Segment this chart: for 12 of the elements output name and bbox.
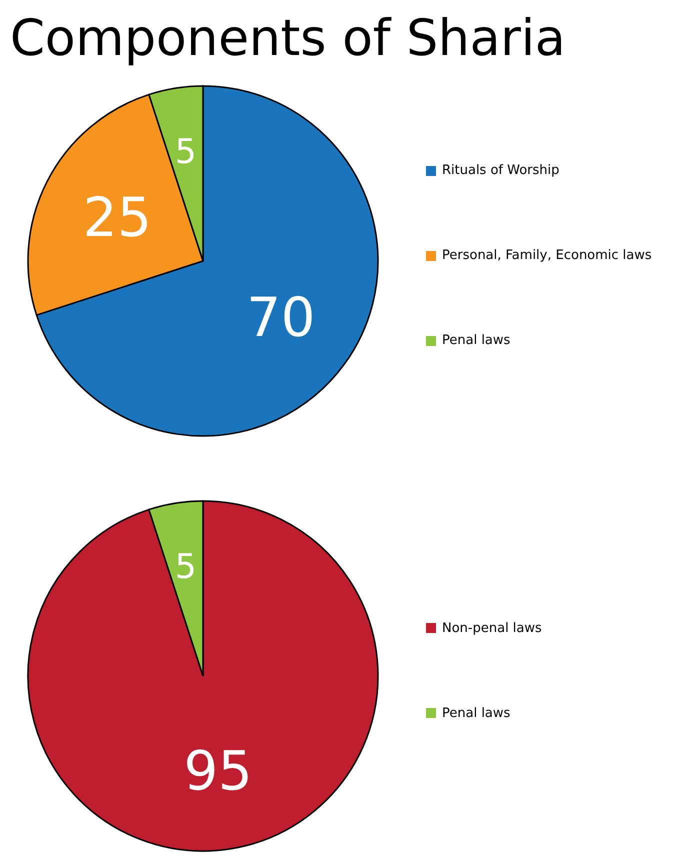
legend-label: Penal laws — [442, 333, 510, 348]
data-label: 70 — [246, 286, 316, 350]
chart-title: Components of Sharia — [10, 8, 566, 68]
pie-slice — [27, 500, 379, 852]
data-label: 25 — [82, 186, 152, 249]
data-label: 95 — [184, 740, 252, 803]
legend-label: Personal, Family, Economic laws — [442, 248, 652, 263]
legend-label: Penal laws — [442, 706, 510, 720]
data-label: 5 — [174, 547, 197, 588]
legend-label: Rituals of Worship — [442, 163, 560, 178]
data-label: 5 — [174, 132, 197, 172]
legend-label: Non-penal laws — [442, 620, 542, 636]
